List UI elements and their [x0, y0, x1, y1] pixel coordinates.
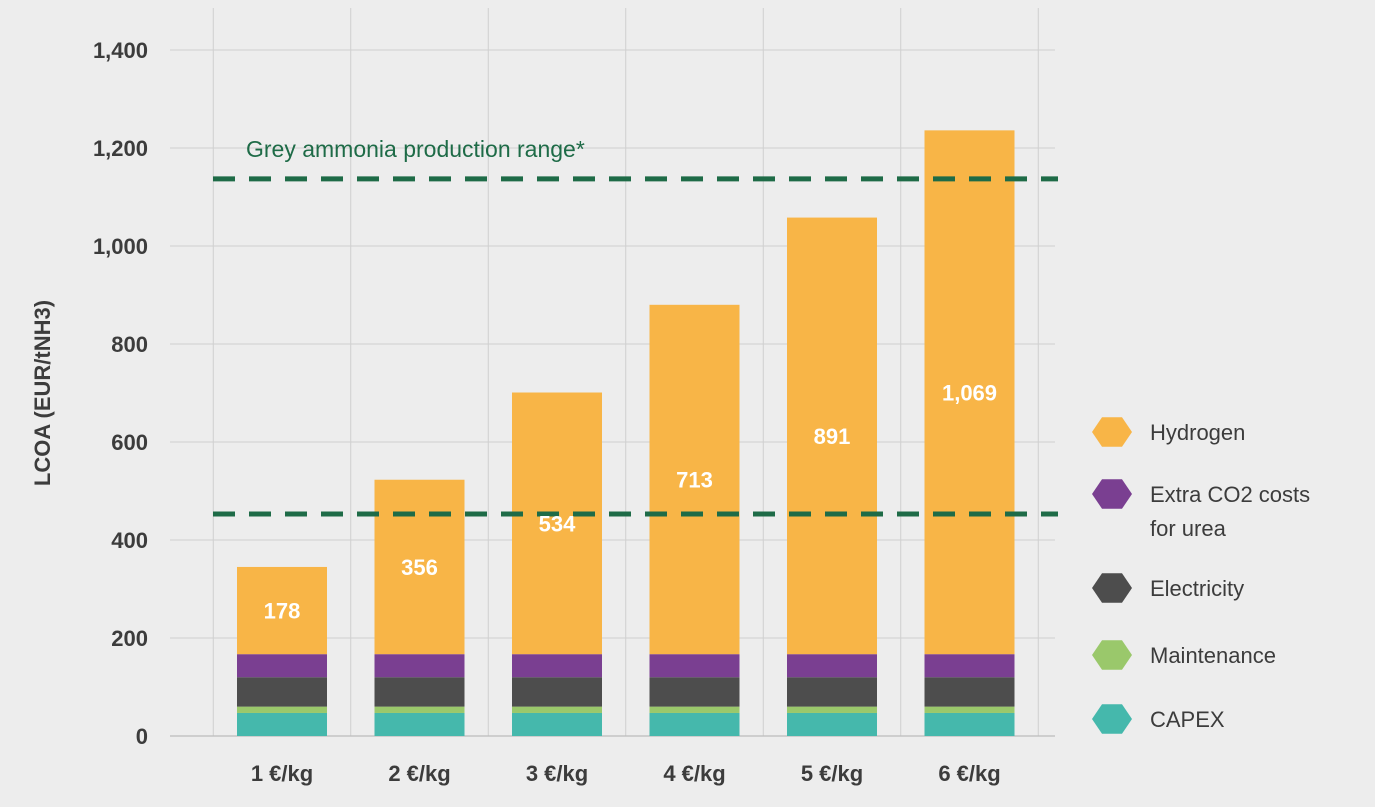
bar-segment-electricity [924, 677, 1015, 707]
bar-segment-extra-co2-costs-for-urea [649, 654, 740, 678]
bar-segment-maintenance [374, 706, 465, 713]
x-category-label: 3 €/kg [526, 761, 588, 786]
bar-segment-hydrogen [237, 566, 327, 655]
bar-segment-hydrogen [649, 304, 740, 655]
bar-segment-maintenance [512, 706, 602, 713]
bar-value-label: 713 [676, 467, 713, 492]
legend-swatch-hexagon [1092, 479, 1132, 509]
bar-segment-extra-co2-costs-for-urea [374, 654, 465, 678]
legend-item: Hydrogen [1092, 417, 1245, 447]
y-axis: 0 200 400 600 800 1,000 1,200 1,400 [93, 38, 148, 749]
bar-value-label: 534 [539, 511, 576, 536]
bar-segment-maintenance [787, 706, 877, 713]
bar-segment-hydrogen [787, 217, 877, 655]
reference-lines [213, 176, 1058, 517]
bar-segment-maintenance [237, 706, 327, 713]
annotations: Grey ammonia production range* [246, 136, 585, 162]
bar-segment-extra-co2-costs-for-urea [512, 654, 602, 678]
legend-swatch-hexagon [1092, 417, 1132, 447]
legend-label: Maintenance [1150, 643, 1276, 668]
legend-item: Electricity [1092, 573, 1244, 603]
bar-segment-maintenance [649, 706, 740, 713]
bar-value-label: 178 [264, 599, 301, 624]
x-axis: 1 €/kg 2 €/kg 3 €/kg 4 €/kg 5 €/kg 6 €/kg [251, 761, 1001, 786]
y-tick-label: 600 [111, 430, 148, 455]
bar-segment-extra-co2-costs-for-urea [787, 654, 877, 678]
legend-item: Maintenance [1092, 640, 1276, 670]
x-category-label: 4 €/kg [663, 761, 725, 786]
gridlines [170, 8, 1055, 737]
bars [237, 130, 1015, 736]
bar-segment-capex [512, 712, 602, 736]
legend-swatch-hexagon [1092, 704, 1132, 734]
bar-segment-hydrogen [924, 130, 1015, 655]
bar-segment-hydrogen [512, 392, 602, 655]
bar-value-labels: 178 356 534 713 891 1,069 [264, 380, 997, 623]
x-category-label: 1 €/kg [251, 761, 313, 786]
bar-segment-capex [649, 712, 740, 736]
y-tick-label: 0 [136, 724, 148, 749]
y-tick-label: 1,200 [93, 136, 148, 161]
bar-segment-capex [374, 712, 465, 736]
bar-segment-capex [787, 712, 877, 736]
bar-value-label: 356 [401, 555, 438, 580]
legend-label: Hydrogen [1150, 420, 1245, 445]
x-category-label: 2 €/kg [388, 761, 450, 786]
bar-segment-electricity [649, 677, 740, 707]
bar-segment-electricity [787, 677, 877, 707]
legend-label: CAPEX [1150, 707, 1225, 732]
x-category-label: 5 €/kg [801, 761, 863, 786]
legend-label: for urea [1150, 516, 1227, 541]
legend-swatch-hexagon [1092, 640, 1132, 670]
bar-segment-electricity [374, 677, 465, 707]
bar-value-label: 891 [814, 424, 851, 449]
y-tick-label: 1,400 [93, 38, 148, 63]
bar-value-label: 1,069 [942, 380, 997, 405]
legend-label: Electricity [1150, 576, 1244, 601]
y-tick-label: 400 [111, 528, 148, 553]
legend-label: Extra CO2 costs [1150, 482, 1310, 507]
y-tick-label: 800 [111, 332, 148, 357]
bar-segment-capex [237, 712, 327, 736]
y-tick-label: 200 [111, 626, 148, 651]
legend-item: Extra CO2 costs for urea [1092, 479, 1310, 541]
bar-segment-maintenance [924, 706, 1015, 713]
bar-segment-hydrogen [374, 479, 465, 655]
bar-segment-extra-co2-costs-for-urea [924, 654, 1015, 678]
legend: Hydrogen Extra CO2 costs for urea Electrici… [1092, 417, 1310, 734]
bar-segment-electricity [512, 677, 602, 707]
bar-segment-electricity [237, 677, 327, 707]
legend-item: CAPEX [1092, 704, 1225, 734]
range-annotation: Grey ammonia production range* [246, 136, 585, 162]
bar-segment-extra-co2-costs-for-urea [237, 654, 327, 678]
y-tick-label: 1,000 [93, 234, 148, 259]
x-category-label: 6 €/kg [938, 761, 1000, 786]
legend-swatch-hexagon [1092, 573, 1132, 603]
y-axis-title: LCOA (EUR/tNH3) [30, 300, 55, 486]
bar-segment-capex [924, 712, 1015, 736]
